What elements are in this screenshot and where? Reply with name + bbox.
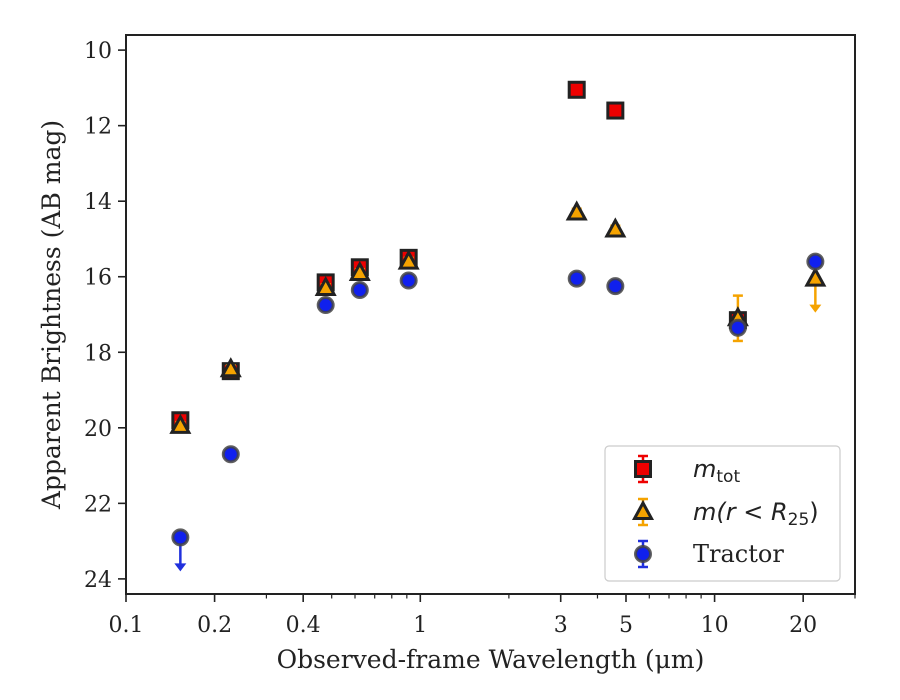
x-tick-label: 0.4 <box>286 613 321 638</box>
x-tick-label: 1 <box>413 613 427 638</box>
data-point <box>171 528 190 547</box>
legend-label: m(r < R25) <box>693 498 819 530</box>
data-point <box>606 277 625 296</box>
y-tick-label: 24 <box>84 568 112 593</box>
data-point <box>350 280 369 299</box>
legend-entry-1: m(r < R25) <box>631 497 819 530</box>
data-point <box>348 260 371 281</box>
series-2 <box>171 252 825 572</box>
data-point <box>567 269 586 288</box>
data-point <box>169 413 192 434</box>
data-point <box>604 217 627 238</box>
data-point <box>804 266 827 287</box>
upper-limit-arrowhead <box>174 563 187 572</box>
series-0 <box>171 80 747 430</box>
legend-marker <box>631 499 655 520</box>
x-tick-label: 5 <box>619 613 633 638</box>
data-point <box>806 252 825 271</box>
y-tick-label: 12 <box>84 115 112 140</box>
y-tick-label: 22 <box>84 492 112 517</box>
y-tick-label: 20 <box>84 417 112 442</box>
legend-box <box>604 445 841 582</box>
axis-ticks: 0.1 0.2 0.4 1 3 5 10 20 10 12 14 16 18 20 22 24 <box>84 39 856 638</box>
x-tick-label: 3 <box>554 613 568 638</box>
x-tick-label: 0.1 <box>109 613 144 638</box>
legend-label: mtot <box>693 455 740 487</box>
y-tick-label: 16 <box>84 266 112 291</box>
x-tick-label: 10 <box>701 613 729 638</box>
y-axis-title: Apparent Brightness (AB mag) <box>37 120 66 510</box>
plot-frame <box>125 34 856 595</box>
data-point <box>399 271 418 290</box>
data-points <box>169 80 827 572</box>
data-point <box>314 275 337 297</box>
legend: mtot m(r < R25) Tractor <box>604 445 841 582</box>
data-point <box>728 318 747 337</box>
data-point <box>565 200 588 221</box>
x-axis-title: Observed-frame Wavelength (μm) <box>277 645 705 674</box>
data-point <box>567 80 586 99</box>
x-tick-label: 0.2 <box>197 613 232 638</box>
y-tick-label: 10 <box>84 39 112 64</box>
data-point <box>606 101 625 120</box>
y-tick-label: 18 <box>84 341 112 366</box>
series-1 <box>169 200 827 434</box>
legend-entry-2: Tractor <box>634 539 784 569</box>
y-tick-label: 14 <box>84 190 112 215</box>
data-point <box>219 357 242 378</box>
legend-marker <box>634 545 652 563</box>
upper-limit-arrowhead <box>809 304 822 313</box>
data-point <box>316 296 335 315</box>
legend-marker <box>634 460 652 478</box>
x-tick-label: 20 <box>789 613 817 638</box>
legend-entry-0: mtot <box>634 454 740 487</box>
data-point <box>397 249 420 270</box>
data-point <box>221 445 240 464</box>
legend-label: Tractor <box>693 540 784 568</box>
